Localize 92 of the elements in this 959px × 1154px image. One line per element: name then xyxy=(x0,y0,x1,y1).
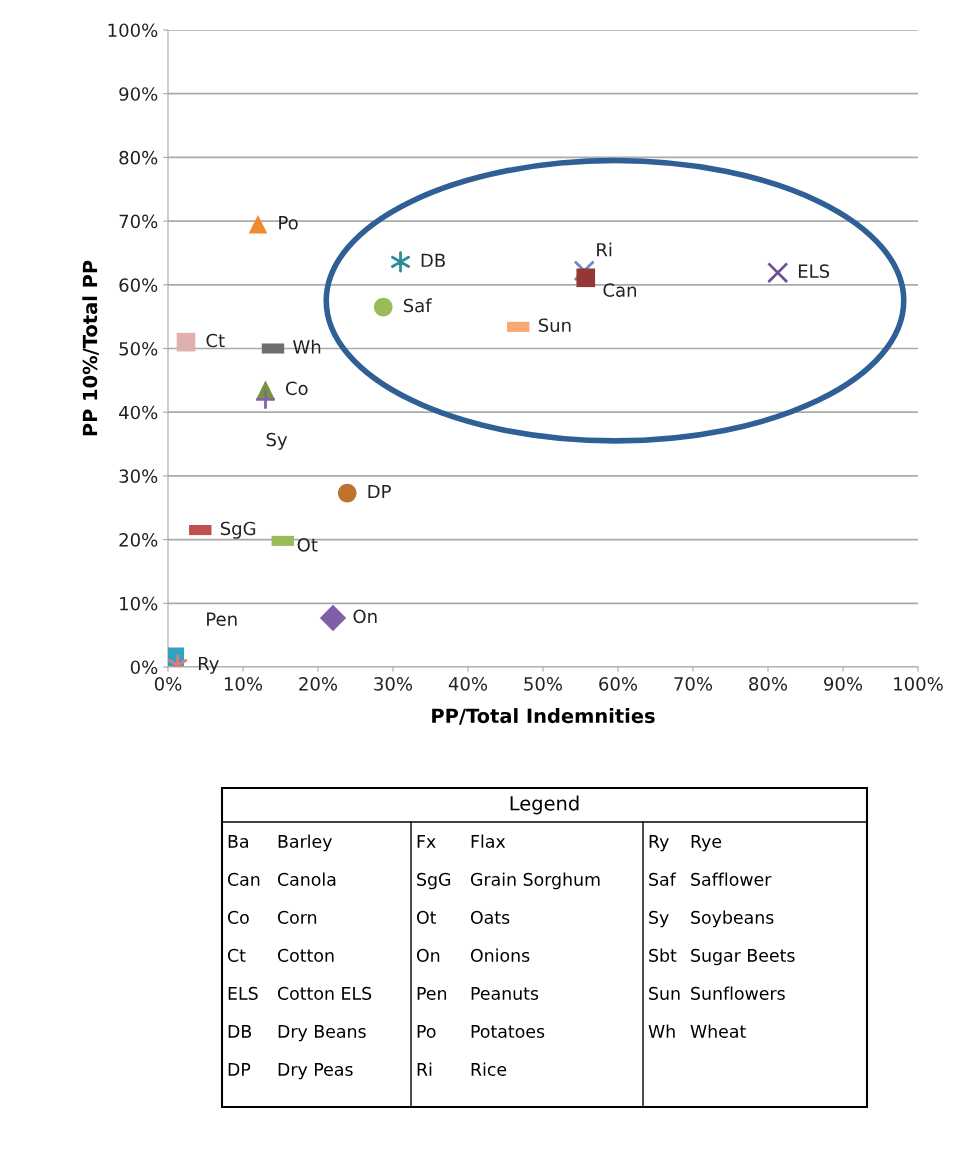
y-axis-title: PP 10%/Total PP xyxy=(82,260,99,436)
point xyxy=(573,260,595,282)
text: Legend xyxy=(510,795,579,815)
y-tick-label: 50% xyxy=(119,341,158,356)
text: Co xyxy=(227,910,249,924)
text: Canola xyxy=(277,872,336,886)
text: Ry xyxy=(649,835,669,852)
x-tick-label: 100% xyxy=(894,677,943,691)
text: Cotton ELS xyxy=(277,986,372,1000)
y-tick-label: 10% xyxy=(120,596,158,611)
text: Saf xyxy=(649,872,677,886)
text: Grain Sorghum xyxy=(470,872,600,890)
point xyxy=(254,388,277,411)
text: Can xyxy=(227,872,260,886)
y-tick-label: 100% xyxy=(108,23,158,38)
series-label: Ri xyxy=(597,242,612,257)
text: ELS xyxy=(228,986,258,1000)
x-tick-label: 20% xyxy=(299,677,338,691)
y-tick-label: 0% xyxy=(130,660,158,675)
text: Ri xyxy=(417,1062,432,1076)
x-tick-label: 0% xyxy=(154,677,182,691)
point xyxy=(373,297,393,317)
series-label: Pen xyxy=(207,612,237,626)
text: Peanuts xyxy=(471,987,539,1000)
series-label: SgG xyxy=(220,521,256,539)
x-tick-label: 80% xyxy=(749,677,788,691)
series-label: Co xyxy=(285,381,308,396)
series-label: ELS xyxy=(798,264,830,278)
x-tick-label: 60% xyxy=(599,677,638,691)
text: Potatoes xyxy=(471,1025,545,1038)
text: Cotton xyxy=(277,948,334,962)
text: Sy xyxy=(649,910,669,928)
point xyxy=(319,604,347,632)
point xyxy=(576,268,596,288)
text: Sbt xyxy=(649,948,677,962)
text: Corn xyxy=(277,910,317,924)
y-tick-label: 30% xyxy=(119,469,158,484)
series-label: Ot xyxy=(297,538,318,552)
series-label: DP xyxy=(368,484,391,499)
x-tick-label: 90% xyxy=(824,677,863,691)
point xyxy=(176,332,196,352)
text: Sun xyxy=(649,986,680,1000)
series-label: Po xyxy=(279,216,298,230)
point xyxy=(337,483,357,503)
point xyxy=(767,261,789,284)
series-label: Can xyxy=(603,283,636,297)
text: Flax xyxy=(471,834,506,848)
text: Barley xyxy=(278,834,332,852)
x-axis-title: PP/Total Indemnities xyxy=(432,708,655,725)
text: Wh xyxy=(648,1024,675,1038)
text: DB xyxy=(228,1025,252,1038)
text: Po xyxy=(417,1025,436,1038)
y-tick-label: 20% xyxy=(119,533,158,547)
series-label: Ry xyxy=(198,656,219,674)
series-label: Ct xyxy=(206,333,225,348)
series-label: Wh xyxy=(293,339,321,354)
series-label: Sy xyxy=(266,432,288,450)
text: Fx xyxy=(417,835,436,848)
text: Sugar Beets xyxy=(691,948,795,966)
y-tick-label: 70% xyxy=(119,214,158,229)
x-tick-label: 30% xyxy=(374,677,413,691)
y-tick-label: 90% xyxy=(119,87,158,101)
series-label: Saf xyxy=(403,298,432,313)
text: Oats xyxy=(470,910,510,924)
text: Ba xyxy=(228,835,248,848)
text: Dry Beans xyxy=(278,1025,366,1042)
text: Soybeans xyxy=(691,910,774,928)
x-tick-label: 10% xyxy=(224,677,263,691)
text: Rye xyxy=(691,835,722,852)
text: Pen xyxy=(417,987,447,1000)
text: Ct xyxy=(227,948,246,962)
series-label: Sun xyxy=(538,318,571,333)
text: Sunflowers xyxy=(691,986,785,1000)
text: Rice xyxy=(471,1062,507,1076)
series-label: On xyxy=(353,609,377,624)
text: Safflower xyxy=(691,872,772,886)
text: Ot xyxy=(416,910,437,924)
text: SgG xyxy=(417,872,451,890)
x-tick-label: 40% xyxy=(448,677,488,691)
series-label: DB xyxy=(421,253,445,267)
text: Wheat xyxy=(690,1024,746,1038)
text: DP xyxy=(228,1063,251,1076)
text: Onions xyxy=(470,948,530,962)
text: On xyxy=(416,948,440,962)
text: Dry Peas xyxy=(278,1063,353,1080)
x-tick-label: 50% xyxy=(524,677,563,691)
y-tick-label: 80% xyxy=(119,150,158,165)
point xyxy=(391,251,410,273)
point xyxy=(248,214,268,234)
y-tick-label: 60% xyxy=(119,278,158,292)
y-tick-label: 40% xyxy=(119,405,158,420)
x-tick-label: 70% xyxy=(674,677,713,691)
